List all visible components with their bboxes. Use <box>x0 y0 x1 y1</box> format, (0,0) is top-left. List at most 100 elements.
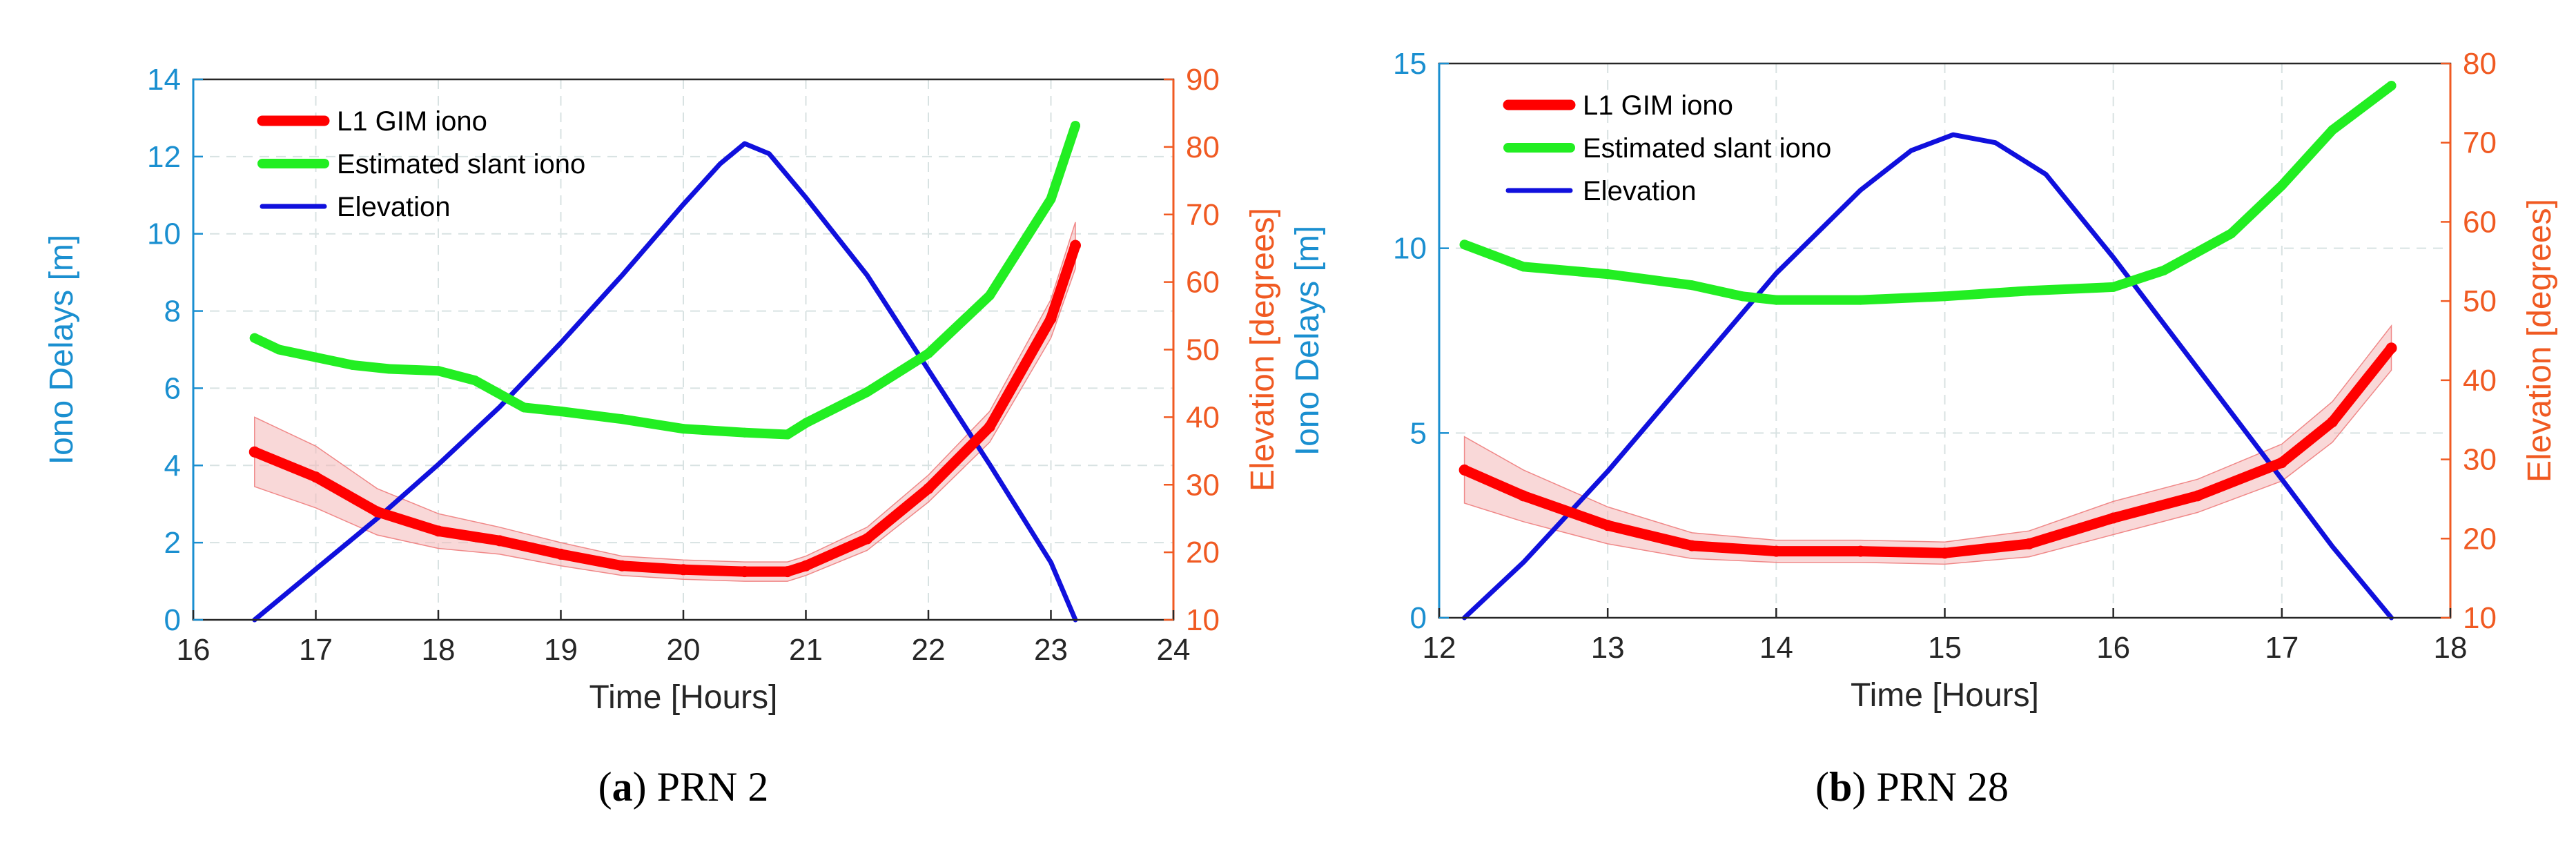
x-tick-label: 18 <box>422 633 456 667</box>
caption-paren-close: ) <box>633 764 647 810</box>
x-tick-label: 21 <box>789 633 823 667</box>
x-tick-label: 23 <box>1034 633 1068 667</box>
gim-point <box>984 421 995 433</box>
x-tick-label: 24 <box>1157 633 1191 667</box>
slant-point <box>2328 125 2338 135</box>
gim-point <box>2276 457 2287 469</box>
slant-point <box>519 402 529 413</box>
slant-point <box>1687 280 1697 291</box>
slant-point <box>2226 228 2236 239</box>
gim-point <box>616 560 628 572</box>
y-right-tick-label: 20 <box>1186 536 1220 569</box>
y-right-tick-label: 40 <box>1186 400 1220 434</box>
gim-point <box>1045 313 1057 324</box>
legend-label: Estimated slant iono <box>1583 133 1831 164</box>
figure-caption: (a) PRN 2 <box>598 764 769 810</box>
slant-point <box>617 414 627 424</box>
legend-label: L1 GIM iono <box>337 106 487 137</box>
gim-point <box>2192 490 2203 502</box>
gim-point <box>1458 464 1470 476</box>
y-right-tick-label: 60 <box>1186 266 1220 300</box>
slant-point <box>1771 295 1782 305</box>
elevation-line <box>1462 132 2394 621</box>
y-tick-label: 0 <box>1410 601 1427 635</box>
slant-point <box>433 366 443 376</box>
gim-point <box>1602 520 1614 531</box>
caption-text: PRN 28 <box>1866 764 2009 810</box>
legend-label: Elevation <box>1583 176 1697 206</box>
y-right-tick-label: 70 <box>1186 198 1220 232</box>
slant-point <box>1603 269 1613 280</box>
y-right-tick-label: 20 <box>2463 522 2497 556</box>
slant-point <box>924 349 933 359</box>
x-tick-label: 19 <box>544 633 578 667</box>
y-right-tick-label: 90 <box>1186 63 1220 97</box>
y-tick-label: 0 <box>164 603 181 637</box>
slant-point <box>2386 81 2397 91</box>
grid-lines <box>1439 64 2450 618</box>
caption-paren-open: ( <box>598 764 612 810</box>
slant-point <box>1737 291 1748 302</box>
legend-label: Elevation <box>337 192 451 222</box>
slant-point <box>2108 282 2118 292</box>
gim-point <box>1939 547 1951 559</box>
gim-point <box>371 506 383 518</box>
gim-point <box>2327 416 2339 428</box>
x-tick-label: 22 <box>912 633 946 667</box>
y-right-axis-label: Elevation [degrees] <box>2521 199 2558 482</box>
gim-point <box>1855 545 1866 557</box>
slant-point <box>1046 194 1056 204</box>
gim-point <box>494 535 505 547</box>
y-tick-label: 10 <box>147 217 181 251</box>
gim-point <box>678 564 689 576</box>
x-tick-label: 14 <box>1759 631 1793 665</box>
slant-point <box>739 427 750 438</box>
slant-point <box>274 344 284 355</box>
slant-point <box>347 360 358 370</box>
x-tick-label: 20 <box>667 633 701 667</box>
y-tick-label: 8 <box>164 295 181 329</box>
x-tick-label: 16 <box>177 633 211 667</box>
y-right-tick-label: 50 <box>2463 284 2497 318</box>
y-axis-label: Iono Delays [m] <box>1289 226 1326 456</box>
y-right-tick-label: 70 <box>2463 126 2497 160</box>
x-tick-label: 16 <box>2096 631 2130 665</box>
slant-point <box>1071 121 1080 131</box>
y-tick-label: 6 <box>164 371 181 405</box>
y-tick-label: 12 <box>147 140 181 174</box>
caption-letter: b <box>1829 764 1852 810</box>
gim-point <box>433 525 444 537</box>
slant-point <box>1940 291 1950 302</box>
gim-point <box>800 560 812 572</box>
x-tick-label: 12 <box>1423 631 1456 665</box>
y-right-tick-label: 30 <box>1186 468 1220 502</box>
y-right-tick-label: 80 <box>2463 47 2497 81</box>
gim-point <box>861 533 873 545</box>
y-right-tick-label: 30 <box>2463 443 2497 477</box>
l1-gim-iono-line <box>249 240 1081 577</box>
y-right-tick-label: 10 <box>1186 603 1220 637</box>
elevation-line <box>252 141 1078 623</box>
slant-point <box>782 429 792 440</box>
caption-paren-open: ( <box>1815 764 1829 810</box>
gim-point <box>2107 512 2119 524</box>
x-axis-label: Time [Hours] <box>1851 677 2039 714</box>
slant-point <box>1459 240 1470 250</box>
y-axis-label: Iono Delays [m] <box>43 235 80 465</box>
y-right-tick-label: 80 <box>1186 130 1220 164</box>
caption-letter: a <box>612 764 633 810</box>
gim-point <box>1770 545 1782 557</box>
x-tick-label: 13 <box>1591 631 1625 665</box>
slant-point <box>311 352 321 362</box>
gim-point <box>2385 342 2397 354</box>
slant-point <box>2158 265 2169 275</box>
gim-point <box>739 566 750 578</box>
gim-point <box>248 446 260 458</box>
slant-point <box>2024 286 2034 296</box>
gim-point <box>555 548 567 560</box>
gim-point <box>310 471 322 483</box>
gim-point <box>923 482 934 494</box>
y-right-tick-label: 60 <box>2463 205 2497 239</box>
x-tick-label: 18 <box>2434 631 2468 665</box>
